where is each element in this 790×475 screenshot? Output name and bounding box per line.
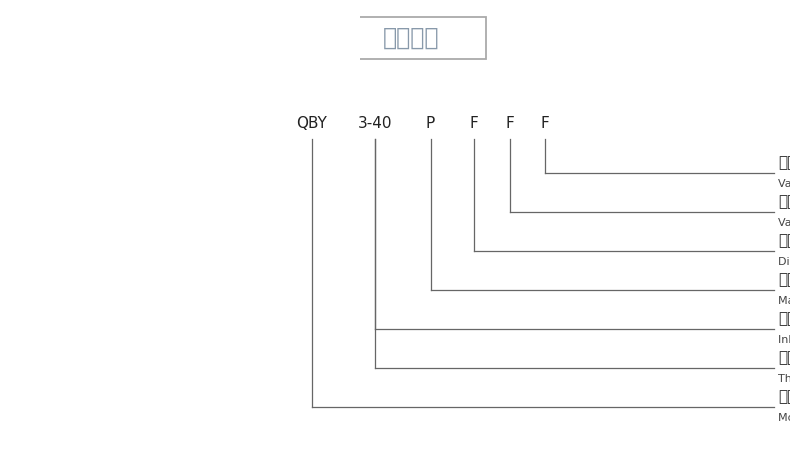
Text: Third generation: Third generation [778, 373, 790, 384]
Text: Diaphragm materials: Diaphragm materials [778, 256, 790, 267]
Text: P: P [426, 116, 435, 131]
Text: QBY: QBY [296, 116, 328, 131]
Text: 阀座: 阀座 [778, 155, 790, 171]
Text: 气动隔膜泵型号: 气动隔膜泵型号 [778, 389, 790, 404]
Text: 进料口径: 进料口径 [778, 311, 790, 326]
Text: 隔膜材质: 隔膜材质 [778, 233, 790, 248]
Text: Valve seat: Valve seat [778, 179, 790, 189]
FancyBboxPatch shape [5, 5, 360, 470]
Text: 型号说明: 型号说明 [382, 26, 439, 50]
Text: 3-40: 3-40 [358, 116, 393, 131]
Text: F: F [540, 116, 550, 131]
Text: 过流部件材质: 过流部件材质 [778, 272, 790, 287]
Text: 第三代: 第三代 [778, 350, 790, 365]
Text: F: F [469, 116, 479, 131]
Text: Inlet diameter: Inlet diameter [778, 334, 790, 345]
Text: Valve ball: Valve ball [778, 218, 790, 228]
Text: 阀球: 阀球 [778, 194, 790, 209]
Text: F: F [505, 116, 514, 131]
Text: Material of fluid contact part: Material of fluid contact part [778, 295, 790, 306]
Text: Model of pneumatic diaphragm pump: Model of pneumatic diaphragm pump [778, 412, 790, 423]
